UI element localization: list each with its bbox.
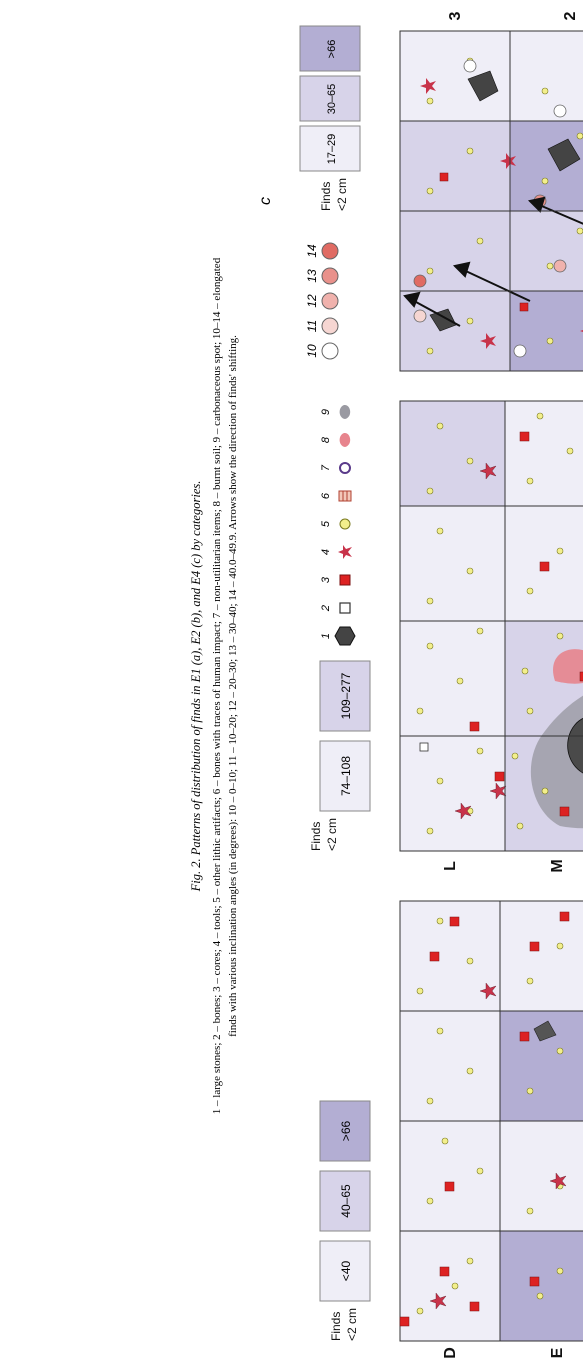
legend-label-b-1: 74–108 <box>339 756 353 796</box>
symbol-num-9: 9 <box>320 409 332 415</box>
legend-swatch-a-3 <box>319 1100 371 1162</box>
cell-b-L10 <box>400 736 505 851</box>
symbol-1-large-stone: 1 <box>320 626 356 646</box>
panel-a-finds-legend: Finds <2 cm <40 40–65 >66 <box>319 1100 371 1341</box>
panel-c-label: c <box>257 197 274 205</box>
inclination-legend: 10 11 12 13 14 <box>305 242 339 360</box>
incl-num-10: 10 <box>305 344 319 358</box>
incl-13: 13 <box>305 267 339 285</box>
legend-label-a-3: >66 <box>339 1120 353 1141</box>
panel-a-column-labels: D E F <box>442 1347 566 1359</box>
col-label-b-2: M <box>549 859 566 872</box>
cell-a-E4 <box>500 901 583 1011</box>
incl-num-11: 11 <box>305 320 319 332</box>
panel-c-grid <box>399 30 583 372</box>
panel-c-row-labels: 1 2 3 <box>447 11 579 20</box>
symbol-6-bone-traces: 6 <box>320 490 352 502</box>
symbol-3-core: 3 <box>320 574 351 586</box>
symbol-num-2: 2 <box>320 605 332 612</box>
finds-title-c-l1: Finds <box>319 182 333 211</box>
legend-label-c-1: 17–29 <box>326 134 338 165</box>
legend-swatch-c-1 <box>299 125 361 172</box>
incl-num-13: 13 <box>305 269 319 283</box>
cell-a-E1 <box>500 1231 583 1341</box>
cell-a-D1 <box>400 1231 500 1341</box>
panel-b-finds <box>416 412 583 835</box>
cell-c-C2 <box>510 31 583 121</box>
panel-c: F E D C 1 2 3 10 11 <box>257 11 583 372</box>
symbol-7-non-utilitarian: 7 <box>320 462 351 474</box>
legend-swatch-a-2 <box>319 1170 371 1232</box>
legend-swatch-c-2 <box>299 75 361 122</box>
finds-title-a-l1: Finds <box>329 1312 343 1341</box>
symbol-8-burnt-soil: 8 <box>320 432 351 447</box>
cell-a-D2 <box>400 1121 500 1231</box>
cell-b-L11 <box>400 621 505 736</box>
legend-label-b-2: 109–277 <box>339 672 353 719</box>
legend-swatch-a-1 <box>319 1240 371 1302</box>
symbol-4-tool: 4 <box>320 545 352 559</box>
symbol-num-6: 6 <box>320 492 332 499</box>
symbol-5-other-lithic: 5 <box>320 518 351 530</box>
legend-label-c-3: >66 <box>326 40 338 59</box>
incl-14: 14 <box>305 242 339 260</box>
figure-caption: Fig. 2. Patterns of distribution of find… <box>189 257 239 1114</box>
symbol-num-8: 8 <box>320 436 332 443</box>
legend-label-a-2: 40–65 <box>339 1184 353 1218</box>
legend-swatch-b-1 <box>319 740 371 812</box>
caption-line-2: finds with various inclination angles (i… <box>227 335 239 1037</box>
col-label-b-1: L <box>442 861 459 871</box>
row-label-c-2: 2 <box>562 11 579 20</box>
legend-swatch-b-2 <box>319 660 371 732</box>
incl-num-12: 12 <box>305 294 319 308</box>
cell-a-D4 <box>400 901 500 1011</box>
caption-line-1: 1 – large stones; 2 – bones; 3 – cores; … <box>211 257 223 1114</box>
cell-c-C3 <box>400 31 510 121</box>
legend-label-c-2: 30–65 <box>326 84 338 115</box>
panel-a-finds <box>399 911 570 1327</box>
finds-title-a-l2: <2 cm <box>345 1308 359 1341</box>
cell-b-L13 <box>400 401 505 506</box>
finds-title-b-l1: Finds <box>309 822 323 851</box>
legend-label-a-1: <40 <box>339 1260 353 1281</box>
col-label-a-2: E <box>549 1347 566 1358</box>
cell-c-D3 <box>400 121 510 211</box>
symbol-num-5: 5 <box>320 520 332 527</box>
cell-a-D3 <box>400 1011 500 1121</box>
incl-11: 11 <box>305 317 339 335</box>
cell-c-E2 <box>510 211 583 291</box>
incl-num-14: 14 <box>305 244 319 258</box>
symbol-num-4: 4 <box>320 549 332 555</box>
symbol-2-bone: 2 <box>320 602 351 614</box>
symbol-num-1: 1 <box>320 633 332 639</box>
rotated-plate: D E F 1 2 3 4 Finds <2 cm <40 40–65 >66 <box>189 11 583 1359</box>
panel-b-spots <box>530 649 583 829</box>
col-label-a-1: D <box>442 1347 459 1359</box>
legend-swatch-c-3 <box>299 25 361 72</box>
symbol-9-carbon-spot: 9 <box>320 404 351 419</box>
cell-c-F2 <box>510 291 583 371</box>
panel-a: D E F 1 2 3 4 Finds <2 cm <40 40–65 >66 <box>319 900 583 1359</box>
panel-b: L M N 10 11 12 13 b Finds <2 cm 74–108 1… <box>309 400 583 873</box>
incl-12: 12 <box>305 292 339 310</box>
caption-title: Fig. 2. Patterns of distribution of find… <box>189 481 203 893</box>
row-label-c-3: 3 <box>447 11 464 20</box>
cell-c-D2 <box>510 121 583 211</box>
panel-c-finds <box>403 57 583 358</box>
cell-a-E2 <box>500 1121 583 1231</box>
panel-a-grid <box>399 900 583 1342</box>
incl-10: 10 <box>305 342 339 360</box>
finds-title-c-l2: <2 cm <box>335 178 349 211</box>
panel-b-grid <box>399 400 583 852</box>
panel-b-column-labels: L M N <box>442 859 566 872</box>
symbol-legend: 1 2 3 4 5 <box>320 404 356 646</box>
panel-b-finds-legend: Finds <2 cm 74–108 109–277 <box>309 660 371 851</box>
finds-title-b-l2: <2 cm <box>325 818 339 851</box>
shift-arrows <box>403 196 583 327</box>
panel-c-finds-legend: Finds <2 cm 17–29 30–65 >66 <box>299 25 361 211</box>
symbol-num-7: 7 <box>320 464 332 471</box>
cell-b-L12 <box>400 506 505 621</box>
symbol-num-3: 3 <box>320 576 332 583</box>
